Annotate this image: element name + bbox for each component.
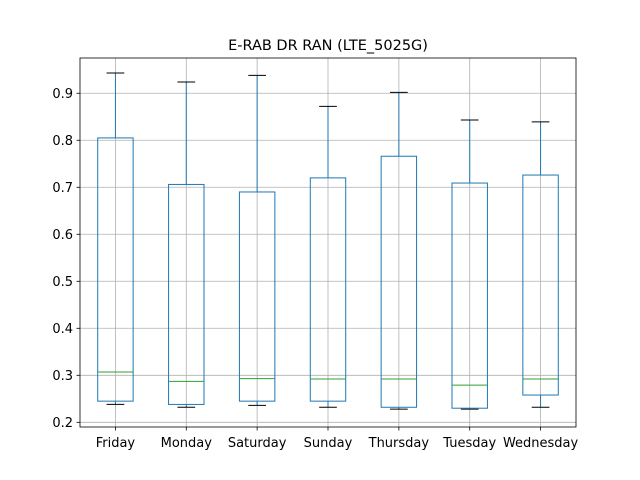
y-tick-label: 0.9	[52, 87, 73, 102]
box-tuesday	[451, 119, 488, 410]
x-tick-label: Wednesday	[503, 436, 579, 451]
boxes	[97, 72, 559, 410]
box-thursday	[380, 91, 418, 410]
y-tick-label: 0.2	[52, 416, 73, 431]
x-tick-label: Saturday	[228, 436, 287, 451]
x-tick-label: Friday	[96, 436, 136, 451]
iqr-box	[309, 177, 347, 402]
x-tick-label: Thursday	[368, 436, 430, 451]
x-tick-label: Monday	[161, 436, 213, 451]
box-sunday	[309, 105, 347, 408]
iqr-box	[380, 155, 418, 408]
box-wednesday	[522, 121, 559, 408]
y-tick-label: 0.4	[52, 322, 73, 337]
plot-frame	[79, 57, 577, 428]
iqr-box	[451, 182, 488, 409]
box-friday	[97, 72, 134, 405]
iqr-box	[238, 191, 276, 402]
y-tick-label: 0.6	[52, 228, 73, 243]
y-tick-label: 0.7	[52, 181, 73, 196]
iqr-box	[168, 183, 205, 405]
y-tick-label: 0.5	[52, 275, 73, 290]
y-tick-label: 0.8	[52, 134, 73, 149]
chart-title: E-RAB DR RAN (LTE_5025G)	[228, 38, 428, 54]
y-tick-label: 0.3	[52, 369, 73, 384]
box-monday	[168, 81, 205, 408]
x-tick-label: Tuesday	[442, 436, 496, 451]
axes: 0.2 0.3 0.4 0.5 0.6 0.7 0.8 0.9 Friday Monday Satu…	[52, 87, 578, 451]
iqr-box	[97, 137, 134, 402]
x-tick-label: Sunday	[304, 436, 353, 451]
box-saturday	[238, 74, 276, 406]
iqr-box	[522, 174, 559, 396]
